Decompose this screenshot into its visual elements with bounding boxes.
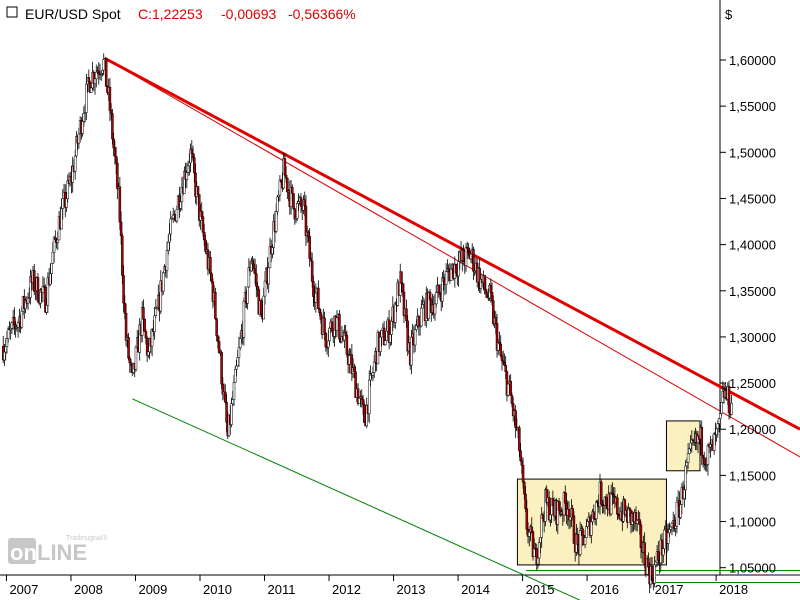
- watermark-sub: Tradesignal®: [66, 534, 108, 542]
- svg-text:on: on: [10, 540, 37, 565]
- y-tick-label: 1,40000: [729, 238, 776, 253]
- y-tick-label: 1,05000: [729, 561, 776, 576]
- candle: [162, 271, 165, 295]
- x-tick-label: 2013: [397, 582, 426, 597]
- y-tick-label: 1,50000: [729, 145, 776, 160]
- x-tick-label: 2014: [461, 582, 490, 597]
- x-tick-label: 2015: [526, 582, 555, 597]
- x-tick-label: 2018: [719, 582, 748, 597]
- candle: [506, 383, 510, 397]
- x-tick-label: 2011: [268, 582, 296, 597]
- x-tick-label: 2016: [590, 582, 619, 597]
- close-label: C:1,22253: [138, 6, 203, 22]
- y-tick-label: 1,55000: [729, 99, 776, 114]
- y-tick-label: 1,60000: [729, 53, 776, 68]
- trend-thin-line: [104, 57, 800, 458]
- candle: [572, 511, 576, 545]
- y-tick-label: 1,30000: [729, 330, 776, 345]
- lines-layer: [103, 56, 800, 600]
- x-tick-label: 2008: [74, 582, 103, 597]
- candle: [143, 318, 146, 332]
- y-tick-label: 1,15000: [729, 468, 776, 483]
- support-line: [132, 398, 581, 600]
- chart-header: EUR/USD Spot C:1,22253 -0,00693 -0,56366…: [6, 6, 356, 22]
- candle: [134, 345, 138, 372]
- x-tick-label: 2017: [655, 582, 684, 597]
- candle: [214, 287, 217, 321]
- y-axis-ticks: 1,60000 1,55000 1,50000 1,45000 1,40000 1,350…: [720, 53, 776, 576]
- trend-thick-line: [103, 56, 800, 431]
- candle: [104, 58, 108, 87]
- x-tick-label: 2009: [138, 582, 167, 597]
- candle: [720, 401, 723, 416]
- candle: [296, 200, 299, 221]
- candle: [338, 310, 341, 343]
- candle: [220, 350, 223, 389]
- change-pct-label: -0,56366%: [288, 6, 356, 22]
- x-tick-label: 2007: [9, 582, 38, 597]
- candle: [36, 272, 40, 304]
- candles-layer: [1, 53, 733, 594]
- candle: [599, 479, 603, 507]
- tradesignal-online-logo: on LINE Tradesignal®: [8, 534, 108, 565]
- candle: [730, 394, 733, 416]
- change-abs-label: -0,00693: [221, 6, 276, 22]
- symbol-label: EUR/USD Spot: [25, 6, 121, 22]
- currency-symbol: $: [725, 7, 733, 22]
- y-tick-label: 1,10000: [729, 515, 776, 530]
- y-tick-label: 1,20000: [729, 422, 776, 437]
- x-tick-label: 2010: [203, 582, 232, 597]
- header-checkbox-icon[interactable]: [6, 6, 18, 18]
- y-tick-label: 1,25000: [729, 376, 776, 391]
- y-tick-label: 1,45000: [729, 191, 776, 206]
- x-axis-ticks: 2007 2008 2009 2010 2011 2012 2013 2014 2015 2016…: [5, 575, 748, 597]
- x-tick-label: 2012: [332, 582, 361, 597]
- y-tick-label: 1,35000: [729, 284, 776, 299]
- candle: [292, 193, 295, 210]
- watermark-brand: LINE: [37, 540, 87, 565]
- flag-box: [665, 420, 701, 472]
